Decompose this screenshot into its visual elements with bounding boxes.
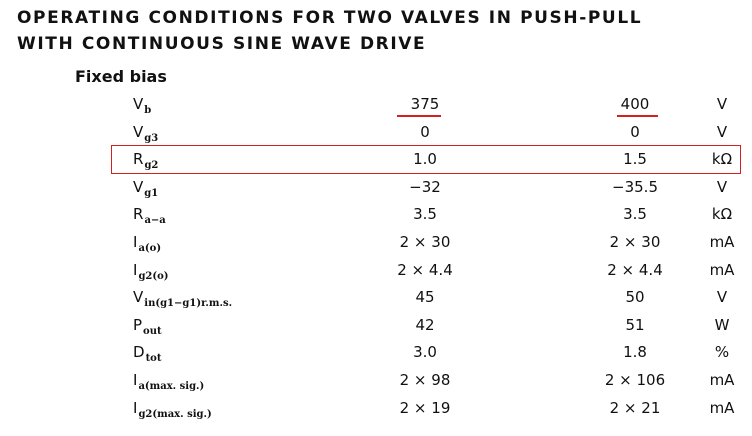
symbol: D [133, 343, 145, 362]
red-underline [397, 115, 441, 117]
value: −35.5 [612, 177, 658, 196]
value: 3.5 [413, 205, 437, 224]
value: 2 × 21 [609, 398, 661, 417]
value: 375 [410, 95, 440, 113]
value: 51 [625, 315, 645, 334]
unit: V [716, 177, 728, 196]
symbol: I [133, 260, 138, 279]
unit: mA [709, 371, 735, 389]
subscript: b [144, 105, 152, 116]
value: 1.5 [623, 150, 647, 169]
symbol: V [133, 177, 144, 196]
red-underline [617, 115, 658, 117]
value: −32 [409, 177, 441, 196]
value: 42 [415, 315, 435, 334]
value: 2 × 19 [399, 398, 451, 417]
unit: mA [709, 398, 735, 417]
symbol: V [133, 288, 144, 307]
parameter: Vg3 [133, 122, 158, 145]
subscript: g2(o) [138, 270, 169, 282]
value: 2 × 106 [604, 371, 666, 389]
symbol: V [133, 95, 144, 113]
symbol: P [133, 315, 143, 334]
subscript: g1 [144, 187, 159, 199]
parameter: Ra−a [133, 204, 166, 227]
symbol: R [133, 205, 144, 224]
value: 1.0 [413, 150, 437, 169]
section-heading: Fixed bias [75, 67, 167, 86]
subscript: g2(max. sig.) [138, 408, 212, 420]
value: 2 × 98 [399, 371, 451, 389]
symbol: I [133, 371, 138, 389]
value: 2 × 4.4 [607, 260, 663, 279]
parameter: Ia(max. sig.) [133, 370, 204, 393]
value: 45 [415, 288, 435, 307]
value: 2 × 30 [609, 233, 661, 251]
unit: mA [709, 233, 735, 251]
parameter: Vg1 [133, 177, 158, 200]
subscript: a−a [144, 215, 166, 227]
parameter: Ig2(o) [133, 260, 169, 283]
value: 1.8 [623, 343, 647, 362]
value: 3.0 [413, 343, 437, 362]
subscript: a(o) [138, 243, 162, 254]
subscript: g3 [144, 132, 159, 144]
parameter: Dtot [133, 342, 161, 365]
unit: mA [709, 260, 735, 279]
value: 400 [620, 95, 650, 113]
value: 2 × 4.4 [397, 260, 453, 279]
subscript: in(g1−g1)r.m.s. [144, 298, 233, 310]
unit: % [714, 343, 730, 362]
symbol: I [133, 398, 138, 417]
unit: kΩ [711, 150, 733, 169]
unit: kΩ [711, 205, 733, 224]
symbol: V [133, 122, 144, 141]
subscript: tot [145, 353, 162, 365]
subscript: a(max. sig.) [138, 381, 205, 392]
unit: V [716, 288, 728, 307]
subscript: out [143, 325, 162, 337]
parameter: Rg2 [133, 149, 158, 172]
unit: W [714, 315, 730, 334]
symbol: R [133, 150, 144, 169]
value: 3.5 [623, 205, 647, 224]
value: 50 [625, 288, 645, 307]
title: OPERATING CONDITIONS FOR TWO VALVES IN P… [17, 8, 643, 28]
title: WITH CONTINUOUS SINE WAVE DRIVE [17, 34, 427, 54]
parameter: Ia(o) [133, 232, 161, 255]
parameter: Pout [133, 315, 162, 338]
value: 0 [420, 122, 430, 141]
parameter: Vb [133, 94, 151, 117]
parameter: Vin(g1−g1)r.m.s. [133, 287, 232, 310]
unit: V [716, 95, 728, 113]
subscript: g2 [144, 160, 159, 172]
value: 2 × 30 [399, 233, 451, 251]
highlight-box [111, 145, 741, 174]
parameter: Ig2(max. sig.) [133, 398, 212, 421]
value: 0 [630, 122, 640, 141]
unit: V [716, 122, 728, 141]
symbol: I [133, 233, 138, 251]
